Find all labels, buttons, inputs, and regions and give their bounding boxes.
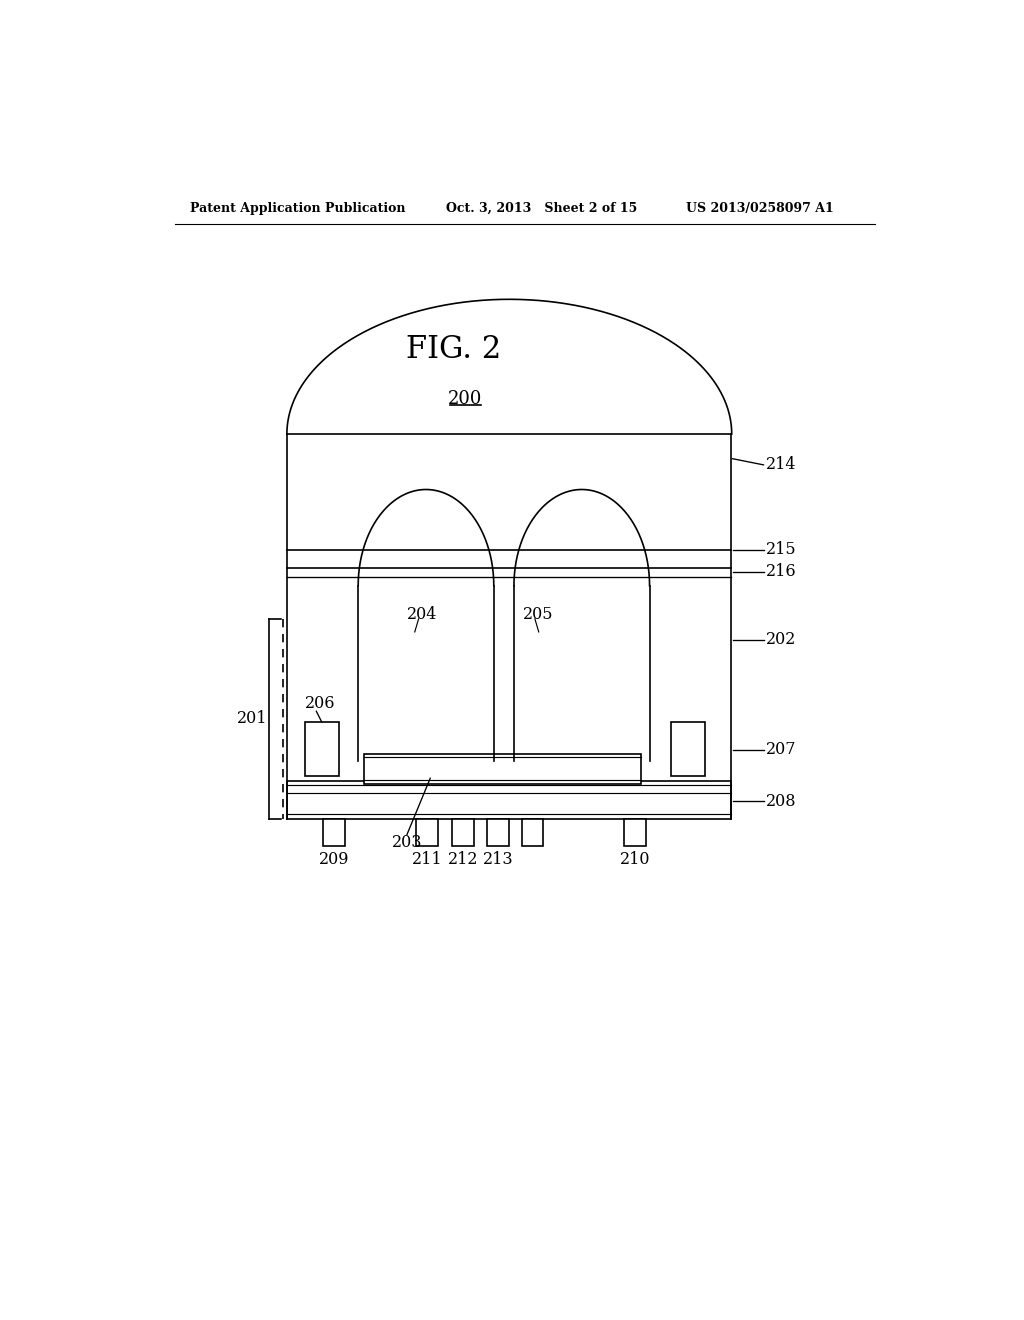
Bar: [521, 818, 544, 846]
Text: 206: 206: [305, 696, 335, 711]
Text: 203: 203: [391, 834, 422, 850]
Bar: [671, 722, 705, 776]
Text: 212: 212: [447, 850, 478, 867]
Text: 216: 216: [766, 564, 797, 581]
Bar: [452, 818, 474, 846]
Text: 208: 208: [766, 793, 797, 810]
Bar: [305, 722, 339, 776]
Bar: [324, 818, 345, 846]
Text: 207: 207: [766, 742, 797, 758]
Text: 202: 202: [766, 631, 797, 648]
Text: Patent Application Publication: Patent Application Publication: [190, 202, 406, 215]
Text: 204: 204: [407, 606, 437, 623]
Text: 213: 213: [483, 850, 514, 867]
Text: 215: 215: [766, 541, 797, 558]
Text: 210: 210: [620, 850, 650, 867]
Bar: [365, 754, 641, 784]
Text: Oct. 3, 2013   Sheet 2 of 15: Oct. 3, 2013 Sheet 2 of 15: [445, 202, 637, 215]
Bar: [624, 818, 646, 846]
Text: 205: 205: [523, 606, 554, 623]
Bar: [287, 780, 731, 818]
Text: 200: 200: [447, 389, 482, 408]
Text: 211: 211: [412, 850, 442, 867]
Bar: [486, 818, 509, 846]
Text: US 2013/0258097 A1: US 2013/0258097 A1: [686, 202, 834, 215]
Text: 214: 214: [766, 457, 797, 474]
Bar: [417, 818, 438, 846]
Text: FIG. 2: FIG. 2: [406, 334, 501, 364]
Text: 209: 209: [318, 850, 349, 867]
Text: 201: 201: [237, 710, 267, 727]
